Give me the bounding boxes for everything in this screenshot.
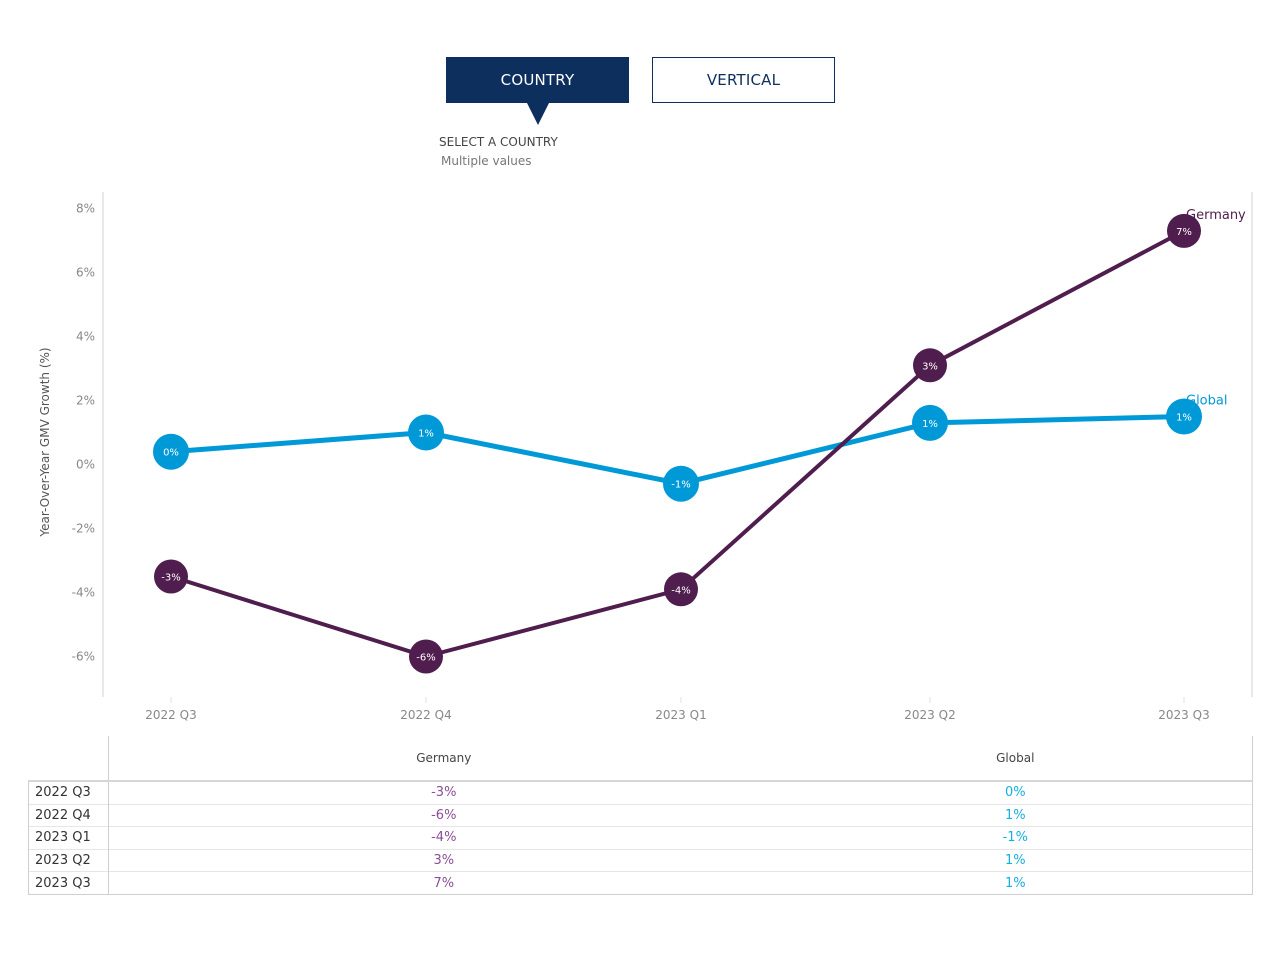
series-label-global: Global <box>1186 394 1227 409</box>
data-label-germany: 7% <box>1176 227 1192 238</box>
global-cell: -1% <box>778 826 1253 850</box>
y-tick-label: 2% <box>76 394 95 408</box>
data-point-global <box>1166 398 1202 435</box>
y-tick-label: -6% <box>72 650 95 664</box>
row-label: 2023 Q1 <box>28 826 109 850</box>
table-row: 2023 Q2 3% 1% <box>28 848 1253 872</box>
germany-cell: 3% <box>108 848 779 872</box>
germany-cell: -3% <box>108 780 779 805</box>
table-corner <box>28 736 109 782</box>
data-point-global <box>663 465 699 502</box>
y-axis-title: Year-Over-Year GMV Growth (%) <box>38 347 52 537</box>
table-header-global: Global <box>778 736 1253 782</box>
data-label-germany: -4% <box>671 585 690 596</box>
data-point-germany <box>913 348 947 383</box>
table-row: 2023 Q1 -4% -1% <box>28 826 1253 850</box>
data-point-germany <box>154 559 188 594</box>
data-point-global <box>153 433 189 470</box>
x-tick-label: 2023 Q3 <box>1158 708 1209 722</box>
x-tick-label: 2023 Q2 <box>904 708 955 722</box>
data-label-global: 1% <box>418 429 434 440</box>
data-label-global: 1% <box>922 419 938 430</box>
data-label-germany: -3% <box>161 573 180 584</box>
table-row: 2022 Q4 -6% 1% <box>28 803 1253 827</box>
data-label-global: -1% <box>671 480 690 491</box>
germany-cell: -6% <box>108 803 779 827</box>
data-point-germany <box>409 639 443 674</box>
growth-line-chart: 8% 6% 4% 2% 0% -2% -4% -6% Year-Over-Year GMV Gr… <box>38 192 1253 722</box>
x-tick-label: 2023 Q1 <box>655 708 706 722</box>
y-tick-label: 4% <box>76 330 95 344</box>
country-filter-value[interactable]: Multiple values <box>441 154 532 168</box>
data-label-global: 0% <box>163 448 179 459</box>
row-label: 2023 Q2 <box>28 848 109 872</box>
y-tick-label: -2% <box>72 522 95 536</box>
data-label-germany: -6% <box>416 653 435 664</box>
germany-cell: -4% <box>108 826 779 850</box>
data-point-germany <box>664 572 698 607</box>
global-cell: 1% <box>778 848 1253 872</box>
y-tick-label: 8% <box>76 202 95 216</box>
tab-vertical[interactable]: VERTICAL <box>652 57 835 103</box>
data-label-global: 1% <box>1176 413 1192 424</box>
row-label: 2022 Q4 <box>28 803 109 827</box>
data-point-global <box>912 404 948 441</box>
table-row: 2023 Q3 7% 1% <box>28 871 1253 895</box>
y-tick-label: 0% <box>76 458 95 472</box>
x-tick-label: 2022 Q4 <box>400 708 451 722</box>
tab-country[interactable]: COUNTRY <box>446 57 629 103</box>
x-tick-label: 2022 Q3 <box>145 708 196 722</box>
y-tick-label: -4% <box>72 586 95 600</box>
germany-cell: 7% <box>108 871 779 895</box>
global-cell: 1% <box>778 803 1253 827</box>
row-label: 2022 Q3 <box>28 780 109 805</box>
data-point-global <box>408 414 444 451</box>
active-tab-pointer <box>527 103 549 125</box>
row-label: 2023 Q3 <box>28 871 109 895</box>
country-filter-label: SELECT A COUNTRY <box>439 135 558 149</box>
data-table: Germany Global 2022 Q3 -3% 0% 2022 Q4 -6… <box>28 736 1253 895</box>
y-tick-label: 6% <box>76 266 95 280</box>
data-point-germany <box>1167 213 1201 248</box>
table-row: 2022 Q3 -3% 0% <box>28 780 1253 805</box>
data-label-germany: 3% <box>922 361 938 372</box>
table-header-germany: Germany <box>108 736 779 782</box>
series-label-germany: Germany <box>1186 208 1246 223</box>
global-cell: 1% <box>778 871 1253 895</box>
global-cell: 0% <box>778 780 1253 805</box>
